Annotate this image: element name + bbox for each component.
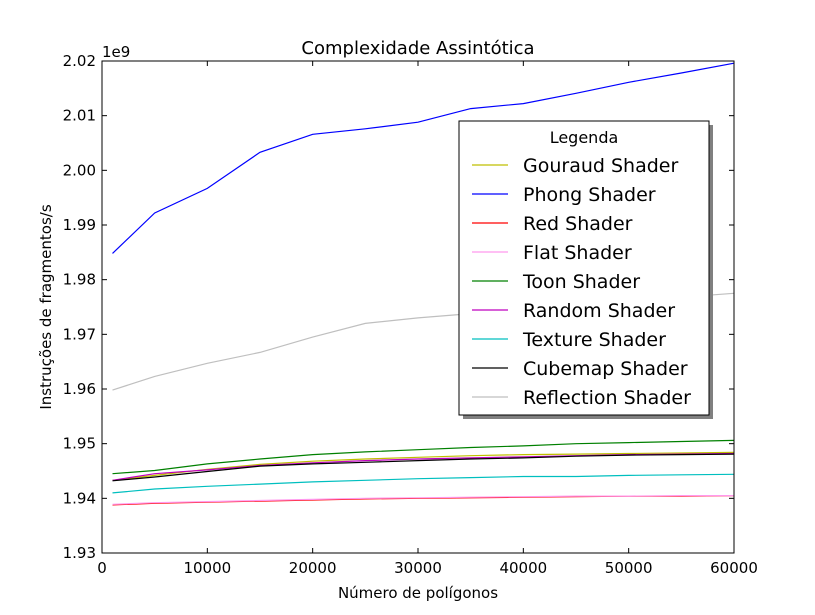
y-tick-label: 1.94: [63, 489, 96, 507]
y-tick-label: 1.99: [63, 216, 96, 234]
y-tick-label: 1.93: [63, 544, 96, 562]
legend-entry: Red Shader: [523, 213, 633, 235]
y-axis-label: Instruções de fragmentos/s: [37, 204, 55, 409]
legend-box: [458, 120, 710, 416]
x-tick-label: 30000: [394, 559, 442, 577]
x-tick-label: 40000: [499, 559, 547, 577]
y-tick-label: 1.95: [63, 435, 96, 453]
legend-entry: Reflection Shader: [523, 387, 691, 409]
legend: Legenda Gouraud Shader Phong Shader Red Sh…: [458, 120, 713, 419]
x-tick-label: 60000: [710, 559, 758, 577]
x-tick-label: 20000: [289, 559, 337, 577]
y-tick-label: 1.98: [63, 271, 96, 289]
series-line-texture-shader: [112, 473, 735, 494]
legend-entry: Texture Shader: [522, 329, 666, 351]
legend-entry: Cubemap Shader: [523, 358, 688, 380]
chart-title: Complexidade Assintótica: [301, 38, 534, 59]
series-line-phong-shader: [112, 62, 735, 254]
x-tick-label: 0: [97, 559, 107, 577]
legend-entry: Toon Shader: [522, 271, 640, 293]
y-tick-label: 1.97: [63, 325, 96, 343]
y-offset-label: 1e9: [102, 43, 130, 61]
x-tick-label: 50000: [605, 559, 653, 577]
y-tick-label: 2.01: [63, 107, 96, 125]
legend-entry: Random Shader: [523, 300, 675, 322]
y-tick-label: 1.96: [63, 380, 96, 398]
legend-entry: Flat Shader: [523, 242, 632, 264]
y-axis-ticks: 1.93 1.94 1.95 1.96 1.97 1.98 1.99 2.00 2.01 2.02: [63, 52, 734, 562]
y-tick-label: 2.02: [63, 52, 96, 70]
y-tick-label: 2.00: [63, 161, 96, 179]
legend-title: Legenda: [550, 128, 619, 147]
x-tick-label: 10000: [183, 559, 231, 577]
series-line-flat-shader: [112, 495, 734, 505]
series-line-cubemap-shader: [112, 453, 735, 482]
x-axis-label: Número de polígonos: [338, 584, 498, 602]
x-axis-ticks: 0 10000 20000 30000 40000 50000 60000: [97, 61, 758, 577]
legend-entry: Phong Shader: [523, 184, 656, 206]
series-line-toon-shader: [112, 439, 735, 475]
legend-entry: Gouraud Shader: [523, 155, 678, 177]
plot-area: [112, 62, 735, 506]
